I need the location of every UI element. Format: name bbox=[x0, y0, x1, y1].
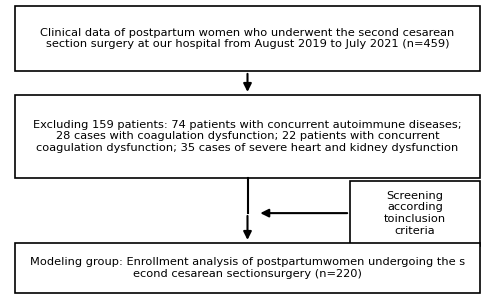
FancyBboxPatch shape bbox=[15, 243, 480, 293]
Text: Modeling group: Enrollment analysis of postpartumwomen undergoing the s
econd ce: Modeling group: Enrollment analysis of p… bbox=[30, 257, 465, 279]
FancyBboxPatch shape bbox=[15, 6, 480, 71]
Text: Clinical data of postpartum women who underwent the second cesarean
section surg: Clinical data of postpartum women who un… bbox=[40, 28, 455, 49]
Text: Excluding 159 patients: 74 patients with concurrent autoimmune diseases;
28 case: Excluding 159 patients: 74 patients with… bbox=[33, 120, 462, 153]
FancyBboxPatch shape bbox=[350, 181, 480, 246]
FancyBboxPatch shape bbox=[15, 95, 480, 178]
Text: Screening
according
toinclusion
criteria: Screening according toinclusion criteria bbox=[384, 191, 446, 236]
